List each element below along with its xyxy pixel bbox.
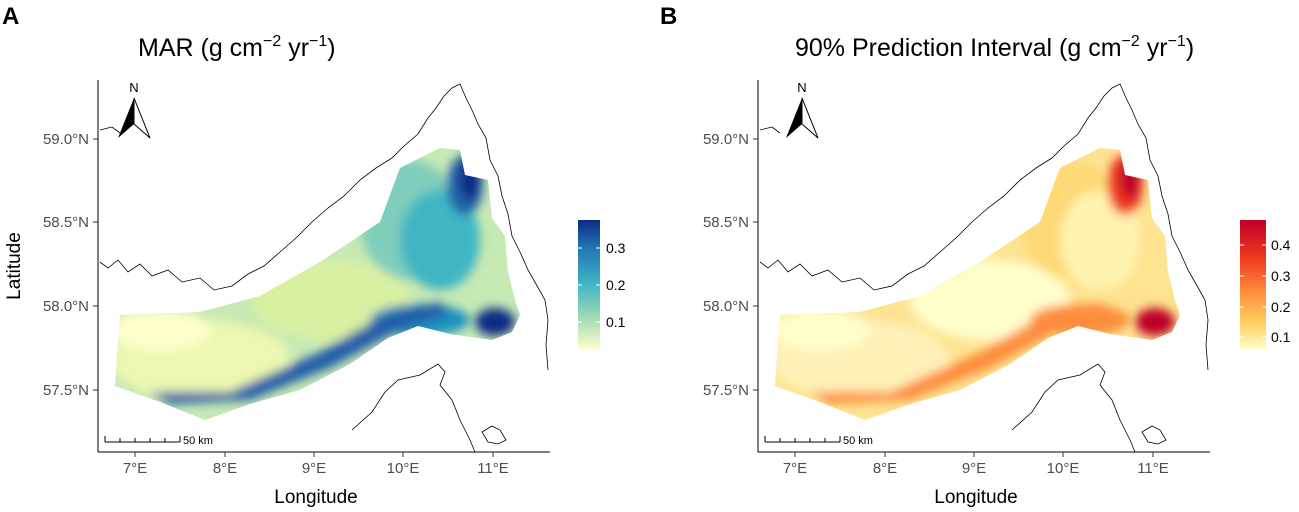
color-legend: 0.3 0.2 0.1 [578, 220, 626, 350]
coastline-norway [759, 83, 1209, 371]
x-tick-label: 8°E [873, 460, 897, 477]
coastline-denmark [1011, 363, 1136, 453]
y-tick-label: 58.0°N [703, 298, 749, 315]
y-tick-label: 57.5°N [43, 382, 89, 399]
legend-tick-label: 0.1 [606, 314, 626, 330]
north-arrow: N [118, 80, 151, 139]
panel-letter: A [2, 3, 19, 30]
coastline-fragment [759, 126, 781, 134]
scale-bar-label: 50 km [843, 435, 873, 447]
legend-tick-label: 0.4 [1271, 237, 1291, 253]
coastline-island [481, 425, 507, 445]
panel-b: B 90% Prediction Interval (g cm−2 yr−1) [660, 3, 1291, 508]
north-label: N [129, 80, 138, 95]
x-axis-title: Longitude [274, 487, 357, 508]
coastline-denmark [351, 363, 476, 453]
map-area [759, 83, 1209, 453]
x-tick-label: 10°E [1047, 460, 1080, 477]
coastline-fragment [99, 126, 121, 134]
coastline-norway [99, 83, 549, 371]
x-ticks: 7°E 8°E 9°E 10°E 11°E [123, 452, 509, 477]
panel-title: 90% Prediction Interval (g cm−2 yr−1) [795, 33, 1194, 62]
panel-letter: B [660, 3, 677, 30]
scale-bar: 50 km [104, 435, 213, 447]
color-legend: 0.4 0.3 0.2 0.1 [1240, 220, 1291, 350]
y-tick-label: 59.0°N [703, 131, 749, 148]
legend-tick-label: 0.2 [1271, 299, 1291, 315]
x-tick-label: 9°E [302, 460, 326, 477]
x-tick-label: 10°E [387, 460, 420, 477]
coastline-island [1141, 425, 1167, 445]
y-tick-label: 58.5°N [703, 214, 749, 231]
x-tick-label: 11°E [1137, 460, 1169, 477]
x-tick-label: 11°E [477, 460, 509, 477]
north-arrow: N [786, 80, 819, 139]
y-ticks: 59.0°N 58.5°N 58.0°N 57.5°N [43, 131, 98, 399]
y-tick-label: 57.5°N [703, 382, 749, 399]
y-tick-label: 58.0°N [43, 298, 89, 315]
x-ticks: 7°E 8°E 9°E 10°E 11°E [783, 452, 1169, 477]
y-tick-label: 59.0°N [43, 131, 89, 148]
x-tick-label: 7°E [123, 460, 147, 477]
scale-bar: 50 km [764, 435, 873, 447]
x-tick-label: 9°E [962, 460, 986, 477]
legend-tick-label: 0.3 [606, 240, 626, 256]
map-area [99, 83, 549, 453]
legend-tick-label: 0.1 [1271, 329, 1291, 345]
legend-colorbar [1240, 220, 1266, 350]
scale-bar-label: 50 km [183, 435, 213, 447]
x-axis-title: Longitude [934, 487, 1017, 508]
legend-tick-label: 0.3 [1271, 268, 1291, 284]
y-tick-label: 58.5°N [43, 214, 89, 231]
y-axis-title: Latitude [4, 232, 25, 300]
north-label: N [797, 80, 806, 95]
panel-title: MAR (g cm−2 yr−1) [138, 33, 336, 62]
x-tick-label: 8°E [213, 460, 237, 477]
panel-a: A MAR (g cm−2 yr−1) [2, 3, 626, 508]
legend-colorbar [578, 220, 600, 350]
y-ticks: 59.0°N 58.5°N 58.0°N 57.5°N [703, 131, 758, 399]
x-tick-label: 7°E [783, 460, 807, 477]
legend-tick-label: 0.2 [606, 277, 626, 293]
